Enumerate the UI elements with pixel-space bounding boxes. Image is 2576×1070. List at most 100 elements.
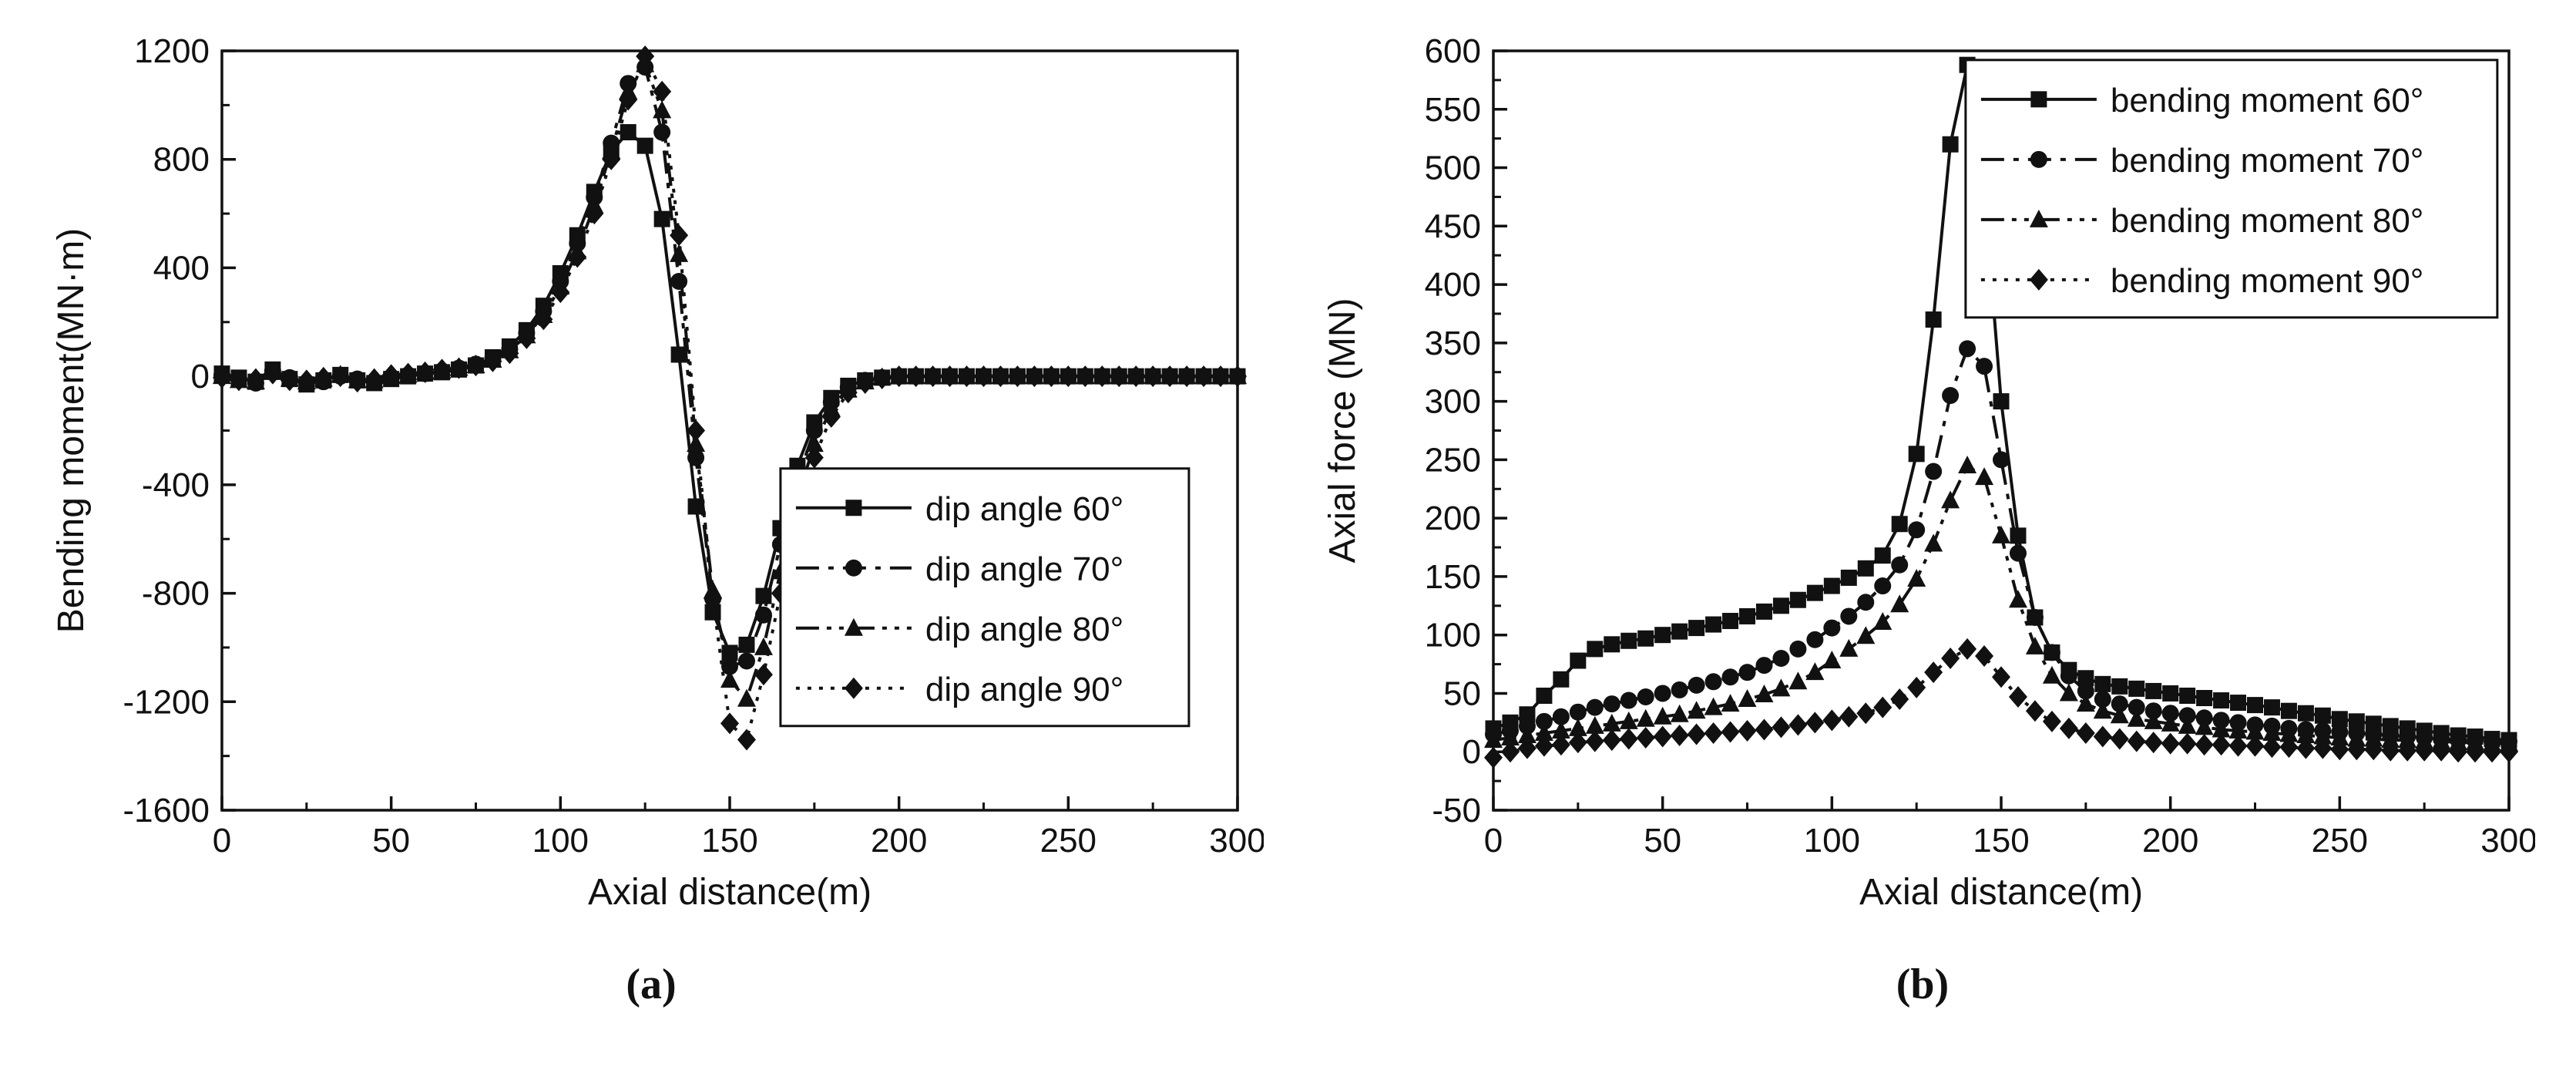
diamond-marker-icon <box>229 369 248 392</box>
diamond-marker-icon <box>1890 688 1909 711</box>
y-tick-label: 300 <box>1425 383 1481 421</box>
diamond-marker-icon <box>1788 714 1808 736</box>
diamond-marker-icon <box>381 364 401 386</box>
triangle-marker-icon <box>1687 701 1706 719</box>
triangle-marker-icon <box>2330 728 2349 746</box>
triangle-marker-icon <box>2228 720 2248 739</box>
diamond-marker-icon <box>2364 739 2383 761</box>
triangle-marker-icon <box>1805 662 1825 681</box>
series-3 <box>1484 638 2518 769</box>
diamond-marker-icon <box>1822 709 1842 732</box>
circle-marker-icon <box>1755 657 1773 675</box>
circle-marker-icon <box>2094 691 2111 708</box>
triangle-marker-icon <box>1975 467 1994 486</box>
square-marker-icon <box>1823 577 1840 594</box>
triangle-marker-icon <box>653 100 672 119</box>
diamond-marker-icon <box>1873 696 1893 718</box>
triangle-marker-icon <box>1619 711 1638 729</box>
diamond-marker-icon <box>1670 725 1689 747</box>
x-axis-label: Axial distance(m) <box>1859 872 2143 913</box>
chart-0-svg: 0 50 100 150 200 250 300 -1600 -1200 -800 -400 0 400… <box>39 19 1264 955</box>
diamond-marker-icon <box>1856 702 1876 725</box>
triangle-marker-icon <box>2262 722 2282 741</box>
diamond-marker-icon <box>1619 728 1638 750</box>
diamond-marker-icon <box>280 369 299 392</box>
triangle-marker-icon <box>1551 720 1570 739</box>
y-axis: -1600 -1200 -800 -400 0 400 800 1200 <box>123 32 236 829</box>
triangle-marker-icon <box>1653 706 1672 725</box>
y-tick-label: 250 <box>1425 441 1481 479</box>
square-marker-icon <box>2348 713 2365 730</box>
circle-marker-icon <box>1925 463 1943 480</box>
square-marker-icon <box>2196 690 2213 707</box>
triangle-marker-icon <box>1907 568 1926 587</box>
chart-b-caption: (b) <box>1896 961 1950 1008</box>
triangle-marker-icon <box>1704 697 1723 715</box>
diamond-marker-icon <box>2042 710 2061 732</box>
circle-marker-icon <box>670 273 688 291</box>
triangle-marker-icon <box>2212 719 2231 738</box>
circle-marker-icon <box>1738 664 1756 681</box>
diamond-marker-icon <box>1975 644 1994 667</box>
diamond-marker-icon <box>974 365 993 388</box>
square-marker-icon <box>1840 569 1857 586</box>
diamond-marker-icon <box>1924 661 1943 684</box>
circle-marker-icon <box>1908 521 1926 539</box>
square-marker-icon <box>687 498 704 515</box>
circle-marker-icon <box>1704 673 1722 691</box>
diamond-marker-icon <box>2262 736 2282 759</box>
circle-marker-icon <box>1721 668 1739 686</box>
square-marker-icon <box>620 124 636 141</box>
chart-b-canvas: 0 50 100 150 200 250 300 -50 0 50 100 150 200 250 300 3… <box>1310 19 2535 955</box>
y-tick-label: 550 <box>1425 91 1481 129</box>
square-marker-icon <box>2314 707 2331 724</box>
square-marker-icon <box>1604 636 1620 653</box>
diamond-marker-icon <box>602 148 621 170</box>
diamond-marker-icon <box>1160 365 1180 388</box>
circle-marker-icon <box>1772 650 1790 667</box>
y-tick-label: 450 <box>1425 207 1481 245</box>
diamond-marker-icon <box>1127 365 1146 388</box>
diamond-marker-icon <box>2279 736 2299 759</box>
diamond-marker-icon <box>1636 727 1655 749</box>
square-marker-icon <box>1993 393 2010 410</box>
square-marker-icon <box>1874 547 1891 564</box>
y-axis-label: Axial force (MN) <box>1322 298 1363 563</box>
y-tick-label: 100 <box>1425 617 1481 654</box>
diamond-marker-icon <box>1551 734 1570 756</box>
x-tick-label: 300 <box>2480 822 2535 860</box>
diamond-marker-icon <box>2483 741 2502 763</box>
diamond-marker-icon <box>1093 365 1112 388</box>
diamond-marker-icon <box>1008 365 1027 388</box>
diamond-marker-icon <box>517 327 536 349</box>
triangle-marker-icon <box>1585 715 1604 734</box>
triangle-marker-icon <box>2296 725 2316 744</box>
diamond-marker-icon <box>1958 638 1977 660</box>
circle-marker-icon <box>1620 691 1637 709</box>
triangle-marker-icon <box>1772 678 1791 697</box>
square-marker-icon <box>2331 711 2348 728</box>
square-marker-icon <box>1688 620 1705 637</box>
square-marker-icon <box>1570 652 1587 669</box>
legend-label: bending moment 70° <box>2111 142 2424 180</box>
diamond-marker-icon <box>432 358 452 381</box>
triangle-marker-icon <box>670 244 689 262</box>
diamond-marker-icon <box>2178 732 2197 755</box>
square-marker-icon <box>2111 678 2128 695</box>
diamond-marker-icon <box>2500 741 2518 763</box>
square-marker-icon <box>2263 699 2280 716</box>
y-tick-label: -400 <box>142 466 210 504</box>
square-marker-icon <box>1519 706 1536 723</box>
diamond-marker-icon <box>2398 739 2417 762</box>
diamond-marker-icon <box>872 367 892 389</box>
legend-label: bending moment 80° <box>2111 202 2424 240</box>
square-marker-icon <box>636 137 653 154</box>
triangle-marker-icon <box>1670 704 1689 722</box>
figure-pair: 0 50 100 150 200 250 300 -1600 -1200 -800 -400 0 400… <box>39 19 2535 1008</box>
diamond-marker-icon <box>2381 739 2400 762</box>
y-tick-label: -800 <box>142 575 210 613</box>
diamond-marker-icon <box>213 366 231 389</box>
legend-label: dip angle 70° <box>925 550 1123 588</box>
legend-diamond-icon <box>2029 268 2048 291</box>
diamond-marker-icon <box>1568 732 1587 754</box>
